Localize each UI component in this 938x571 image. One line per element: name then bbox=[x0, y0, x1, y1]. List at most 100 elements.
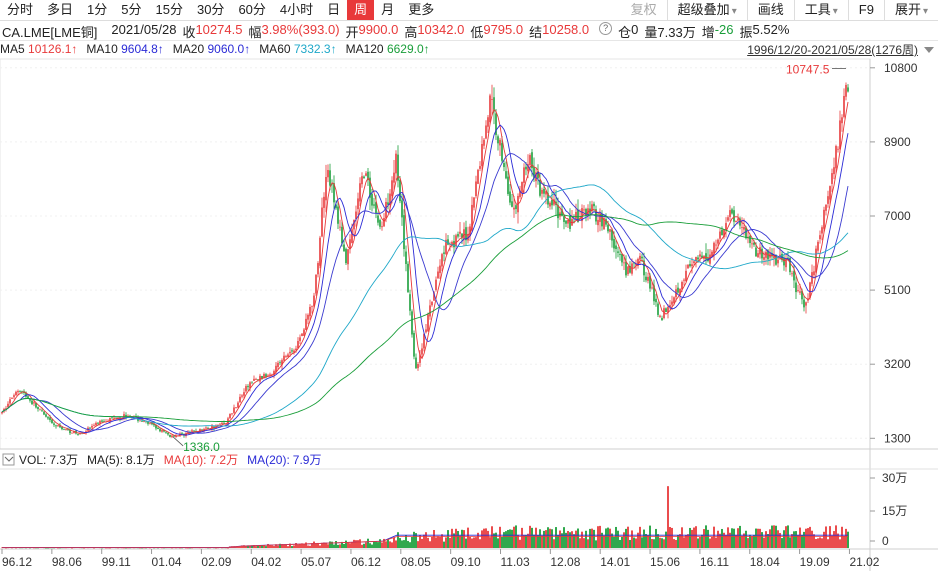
volume-bar bbox=[421, 538, 423, 548]
volume-bar bbox=[469, 536, 471, 548]
volume-bar bbox=[687, 534, 689, 548]
tab-period-0[interactable]: 分时 bbox=[7, 2, 34, 17]
change-value: 3.98%(393.0) bbox=[261, 22, 340, 37]
date-range[interactable]: 1996/12/20-2021/05/28(1276周) bbox=[747, 43, 918, 57]
candle-body bbox=[665, 308, 667, 313]
candle-body bbox=[399, 179, 401, 202]
candle-body bbox=[725, 223, 727, 231]
candle-body bbox=[233, 407, 235, 413]
tab-period-1[interactable]: 多日 bbox=[47, 2, 74, 17]
candle-body bbox=[757, 253, 759, 258]
tab-period-9[interactable]: 周 bbox=[347, 0, 375, 20]
volume-bar bbox=[117, 547, 119, 549]
candle-body bbox=[663, 308, 665, 318]
range-selector[interactable]: 1996/12/20-2021/05/28(1276周) bbox=[747, 41, 934, 58]
overlay-button[interactable]: 超级叠加 ▾ bbox=[666, 0, 747, 20]
candle-body bbox=[617, 251, 619, 253]
candle-body bbox=[307, 314, 309, 320]
volume-bar bbox=[339, 544, 341, 548]
volume-bar bbox=[381, 542, 383, 548]
volume-bar bbox=[403, 540, 405, 548]
volume-bar bbox=[261, 544, 263, 548]
candle-body bbox=[597, 219, 599, 226]
tab-period-5[interactable]: 30分 bbox=[196, 2, 225, 17]
candle-body bbox=[519, 190, 521, 198]
tab-period-2[interactable]: 1分 bbox=[87, 2, 108, 17]
tab-period-4[interactable]: 15分 bbox=[155, 2, 183, 17]
candle-body bbox=[143, 421, 145, 422]
candle-body bbox=[489, 95, 491, 123]
candle-body bbox=[207, 427, 209, 429]
volume-bar bbox=[447, 530, 449, 548]
volume-bar bbox=[763, 537, 765, 548]
x-tick-label: 21.02 bbox=[849, 555, 879, 569]
candle-body bbox=[615, 245, 617, 250]
tools-button[interactable]: 工具 ▾ bbox=[793, 0, 848, 20]
volume-bar bbox=[375, 541, 377, 548]
period-tabs: 分时 多日 1分 5分 15分 30分 60分 4小时日周月更多 bbox=[0, 0, 441, 20]
volume-bar bbox=[595, 540, 597, 548]
ma-value: 10126.1↑ bbox=[28, 42, 78, 56]
candle-body bbox=[713, 242, 715, 254]
candle-body bbox=[575, 211, 577, 219]
candle-body bbox=[21, 391, 23, 393]
volume-bar bbox=[727, 527, 729, 548]
candle-body bbox=[113, 417, 115, 419]
ma-legend-item: MA20 9060.0↑ bbox=[173, 42, 250, 58]
candle-body bbox=[57, 425, 59, 427]
volume-bar bbox=[271, 545, 273, 548]
candle-body bbox=[163, 429, 165, 432]
candle-body bbox=[279, 362, 281, 364]
candle-body bbox=[427, 314, 429, 332]
draw-line-button[interactable]: 画线 bbox=[746, 0, 794, 20]
volume-bar bbox=[821, 538, 823, 548]
volume-bar bbox=[327, 544, 329, 548]
candle-body bbox=[689, 264, 691, 267]
candle-body bbox=[383, 218, 385, 227]
candle-body bbox=[381, 226, 383, 228]
candle-body bbox=[711, 251, 713, 257]
restore-button[interactable]: 复权 bbox=[630, 2, 657, 17]
candle-body bbox=[561, 209, 563, 216]
volume-bar bbox=[497, 538, 499, 548]
volume-bar bbox=[463, 530, 465, 548]
f9-button[interactable]: F9 bbox=[847, 0, 884, 20]
tab-period-7[interactable]: 4小时 bbox=[279, 2, 314, 17]
volume-bar bbox=[253, 545, 255, 548]
candle-body bbox=[409, 294, 411, 311]
tab-period-3[interactable]: 5分 bbox=[121, 2, 142, 17]
volume-bar bbox=[249, 545, 251, 548]
tab-period-8[interactable]: 日 bbox=[327, 2, 341, 17]
volume-bar bbox=[707, 529, 709, 548]
candle-body bbox=[571, 218, 573, 226]
tab-period-10[interactable]: 月 bbox=[381, 2, 395, 17]
volume-bar bbox=[719, 533, 721, 548]
candle-body bbox=[627, 266, 629, 275]
candle-body bbox=[283, 355, 285, 361]
volume-bar bbox=[407, 540, 409, 548]
candle-body bbox=[667, 306, 669, 313]
info-icon[interactable]: ? bbox=[599, 22, 613, 35]
candle-body bbox=[643, 260, 645, 276]
volume-bar bbox=[663, 539, 665, 548]
volume-bar bbox=[5, 547, 7, 549]
candle-body bbox=[441, 254, 443, 267]
candle-body bbox=[317, 263, 319, 275]
volume-bar bbox=[813, 534, 815, 548]
candle-body bbox=[303, 329, 305, 336]
volume-bar bbox=[485, 528, 487, 548]
candle-body bbox=[491, 99, 493, 100]
ma-value: 6629.0↑ bbox=[386, 42, 430, 56]
tab-period-11[interactable]: 更多 bbox=[408, 2, 435, 17]
tab-period-6[interactable]: 60分 bbox=[238, 2, 266, 17]
volume-bar bbox=[717, 530, 719, 548]
candle-body bbox=[585, 208, 587, 215]
volume-bar bbox=[769, 529, 771, 548]
oi-value: 0 bbox=[631, 22, 639, 37]
volume-bar bbox=[251, 545, 253, 548]
candle-body bbox=[173, 435, 175, 437]
expand-button[interactable]: 展开 ▾ bbox=[883, 0, 938, 20]
candle-body bbox=[187, 432, 189, 433]
volume-bar bbox=[107, 547, 109, 549]
